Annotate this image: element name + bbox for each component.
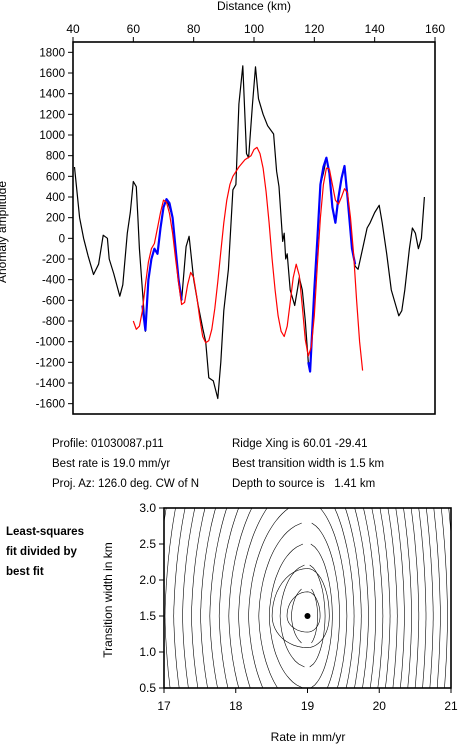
contour-line: [387, 508, 398, 688]
contour-line: [311, 522, 340, 688]
y-tick-label: 0.5: [139, 681, 156, 695]
contour-line: [173, 508, 186, 688]
x-tick-label: 18: [229, 699, 243, 713]
y-tick-label: -800: [42, 316, 65, 328]
plot-frame-bottom: [163, 507, 452, 689]
y-tick-label: -200: [42, 254, 65, 266]
y-axis-label-bottom: Transition width in km: [101, 542, 115, 658]
model-profile-line: [132, 146, 364, 371]
x-tick-label: 40: [66, 22, 80, 36]
x-tick-label: 17: [157, 699, 171, 713]
y-tick-label: -1200: [36, 357, 65, 369]
y-axis-ticks: -1600 -1400 -1200 -1000 -800 -600 -400 -200 0 200…: [36, 47, 73, 411]
misfit-contour-chart: 17 18 19 20 21 0.5 1.0 1.5 2.0 2.5 3.0 Rate in mm…: [101, 501, 458, 744]
contour-line: [309, 564, 326, 668]
contour-line: [395, 508, 405, 688]
y-tick-label: 2.5: [139, 537, 156, 551]
y-tick-label: 1.0: [139, 645, 156, 659]
y-tick-label: -1000: [36, 337, 65, 349]
contour-line: [286, 591, 321, 633]
y-tick-label: 400: [46, 192, 65, 204]
contour-line: [363, 508, 377, 688]
contour-line: [279, 564, 305, 668]
profile-text: Profile: 01030087.p11: [52, 438, 164, 450]
y-tick-label: 1800: [39, 47, 65, 59]
contour-lines: [164, 508, 451, 688]
ridge-xing-text: Ridge Xing is 60.01 -29.41: [232, 438, 368, 450]
depth-text: Depth to source is 1.41 km: [232, 478, 376, 490]
y-tick-label: 0: [59, 233, 65, 245]
best-transition-text: Best transition width is 1.5 km: [232, 458, 385, 470]
series-lines: [73, 65, 425, 400]
contour-line: [440, 508, 448, 688]
y-tick-label: -1600: [36, 399, 65, 411]
observed-profile-line: [73, 65, 425, 400]
x-axis-label-bottom: Rate in mm/yr: [271, 730, 346, 744]
y-tick-label: 1200: [39, 109, 65, 121]
contour-line: [345, 508, 362, 688]
contour-line: [418, 508, 427, 688]
plot-frame: [72, 41, 436, 415]
contour-line: [403, 508, 412, 688]
contour-line: [238, 508, 268, 688]
x-tick-label: 80: [187, 22, 201, 36]
y-tick-label: 1.5: [139, 609, 156, 623]
x-tick-label: 140: [365, 22, 385, 36]
y-axis-ticks-bottom: 0.5 1.0 1.5 2.0 2.5 3.0: [139, 501, 164, 695]
x-tick-label: 120: [304, 22, 324, 36]
contour-line: [248, 508, 290, 688]
contour-line: [191, 508, 206, 688]
x-tick-label: 60: [127, 22, 141, 36]
contour-line: [200, 508, 216, 688]
contour-line: [334, 508, 355, 688]
x-axis-label: Distance (km): [217, 0, 291, 13]
y-tick-label: 200: [46, 213, 65, 225]
contour-line: [426, 508, 434, 688]
contour-line: [433, 508, 441, 688]
contour-line: [410, 508, 420, 688]
contour-line: [319, 508, 348, 688]
y-tick-label: 1400: [39, 89, 65, 101]
side-note: Least-squares fit divided by best fit: [6, 526, 84, 578]
y-tick-label: 3.0: [139, 501, 156, 515]
contour-line: [182, 508, 196, 688]
x-tick-label: 160: [425, 22, 445, 36]
x-axis-ticks-bottom: 17 18 19 20 21: [157, 688, 458, 713]
contour-line: [310, 543, 333, 688]
best-fit-segment-line: [141, 156, 357, 373]
contour-line: [311, 588, 319, 644]
y-tick-label: 2.0: [139, 573, 156, 587]
x-tick-label: 100: [244, 22, 264, 36]
x-axis-ticks: 40 60 80 100 120 140 160: [66, 22, 445, 42]
contour-line: [268, 543, 304, 688]
x-tick-label: 21: [444, 699, 458, 713]
y-axis-label: Anomaly amplitude: [0, 181, 9, 283]
contour-line: [291, 588, 302, 644]
y-tick-label: -1400: [36, 378, 65, 390]
best-fit-point: [304, 613, 311, 619]
proj-az-text: Proj. Az: 126.0 deg. CW of N: [52, 478, 200, 490]
x-tick-label: 19: [301, 699, 315, 713]
contour-line: [371, 508, 384, 688]
contour-line: [164, 508, 176, 688]
contour-line: [218, 508, 239, 688]
y-tick-label: 1600: [39, 68, 65, 80]
contour-line: [354, 508, 369, 688]
x-tick-label: 20: [373, 699, 387, 713]
anomaly-chart: Distance (km) Anomaly amplitude 40 60 80 10…: [0, 0, 445, 415]
y-tick-label: 800: [46, 151, 65, 163]
best-rate-text: Best rate is 19.0 mm/yr: [52, 458, 171, 470]
contour-line: [258, 522, 302, 688]
contour-line: [209, 508, 227, 688]
y-tick-label: 1000: [39, 130, 65, 142]
contour-line: [271, 568, 330, 649]
y-tick-label: -600: [42, 295, 65, 307]
y-tick-label: -400: [42, 275, 65, 287]
contour-line: [228, 508, 253, 688]
y-tick-label: 600: [46, 171, 65, 183]
contour-line: [379, 508, 391, 688]
